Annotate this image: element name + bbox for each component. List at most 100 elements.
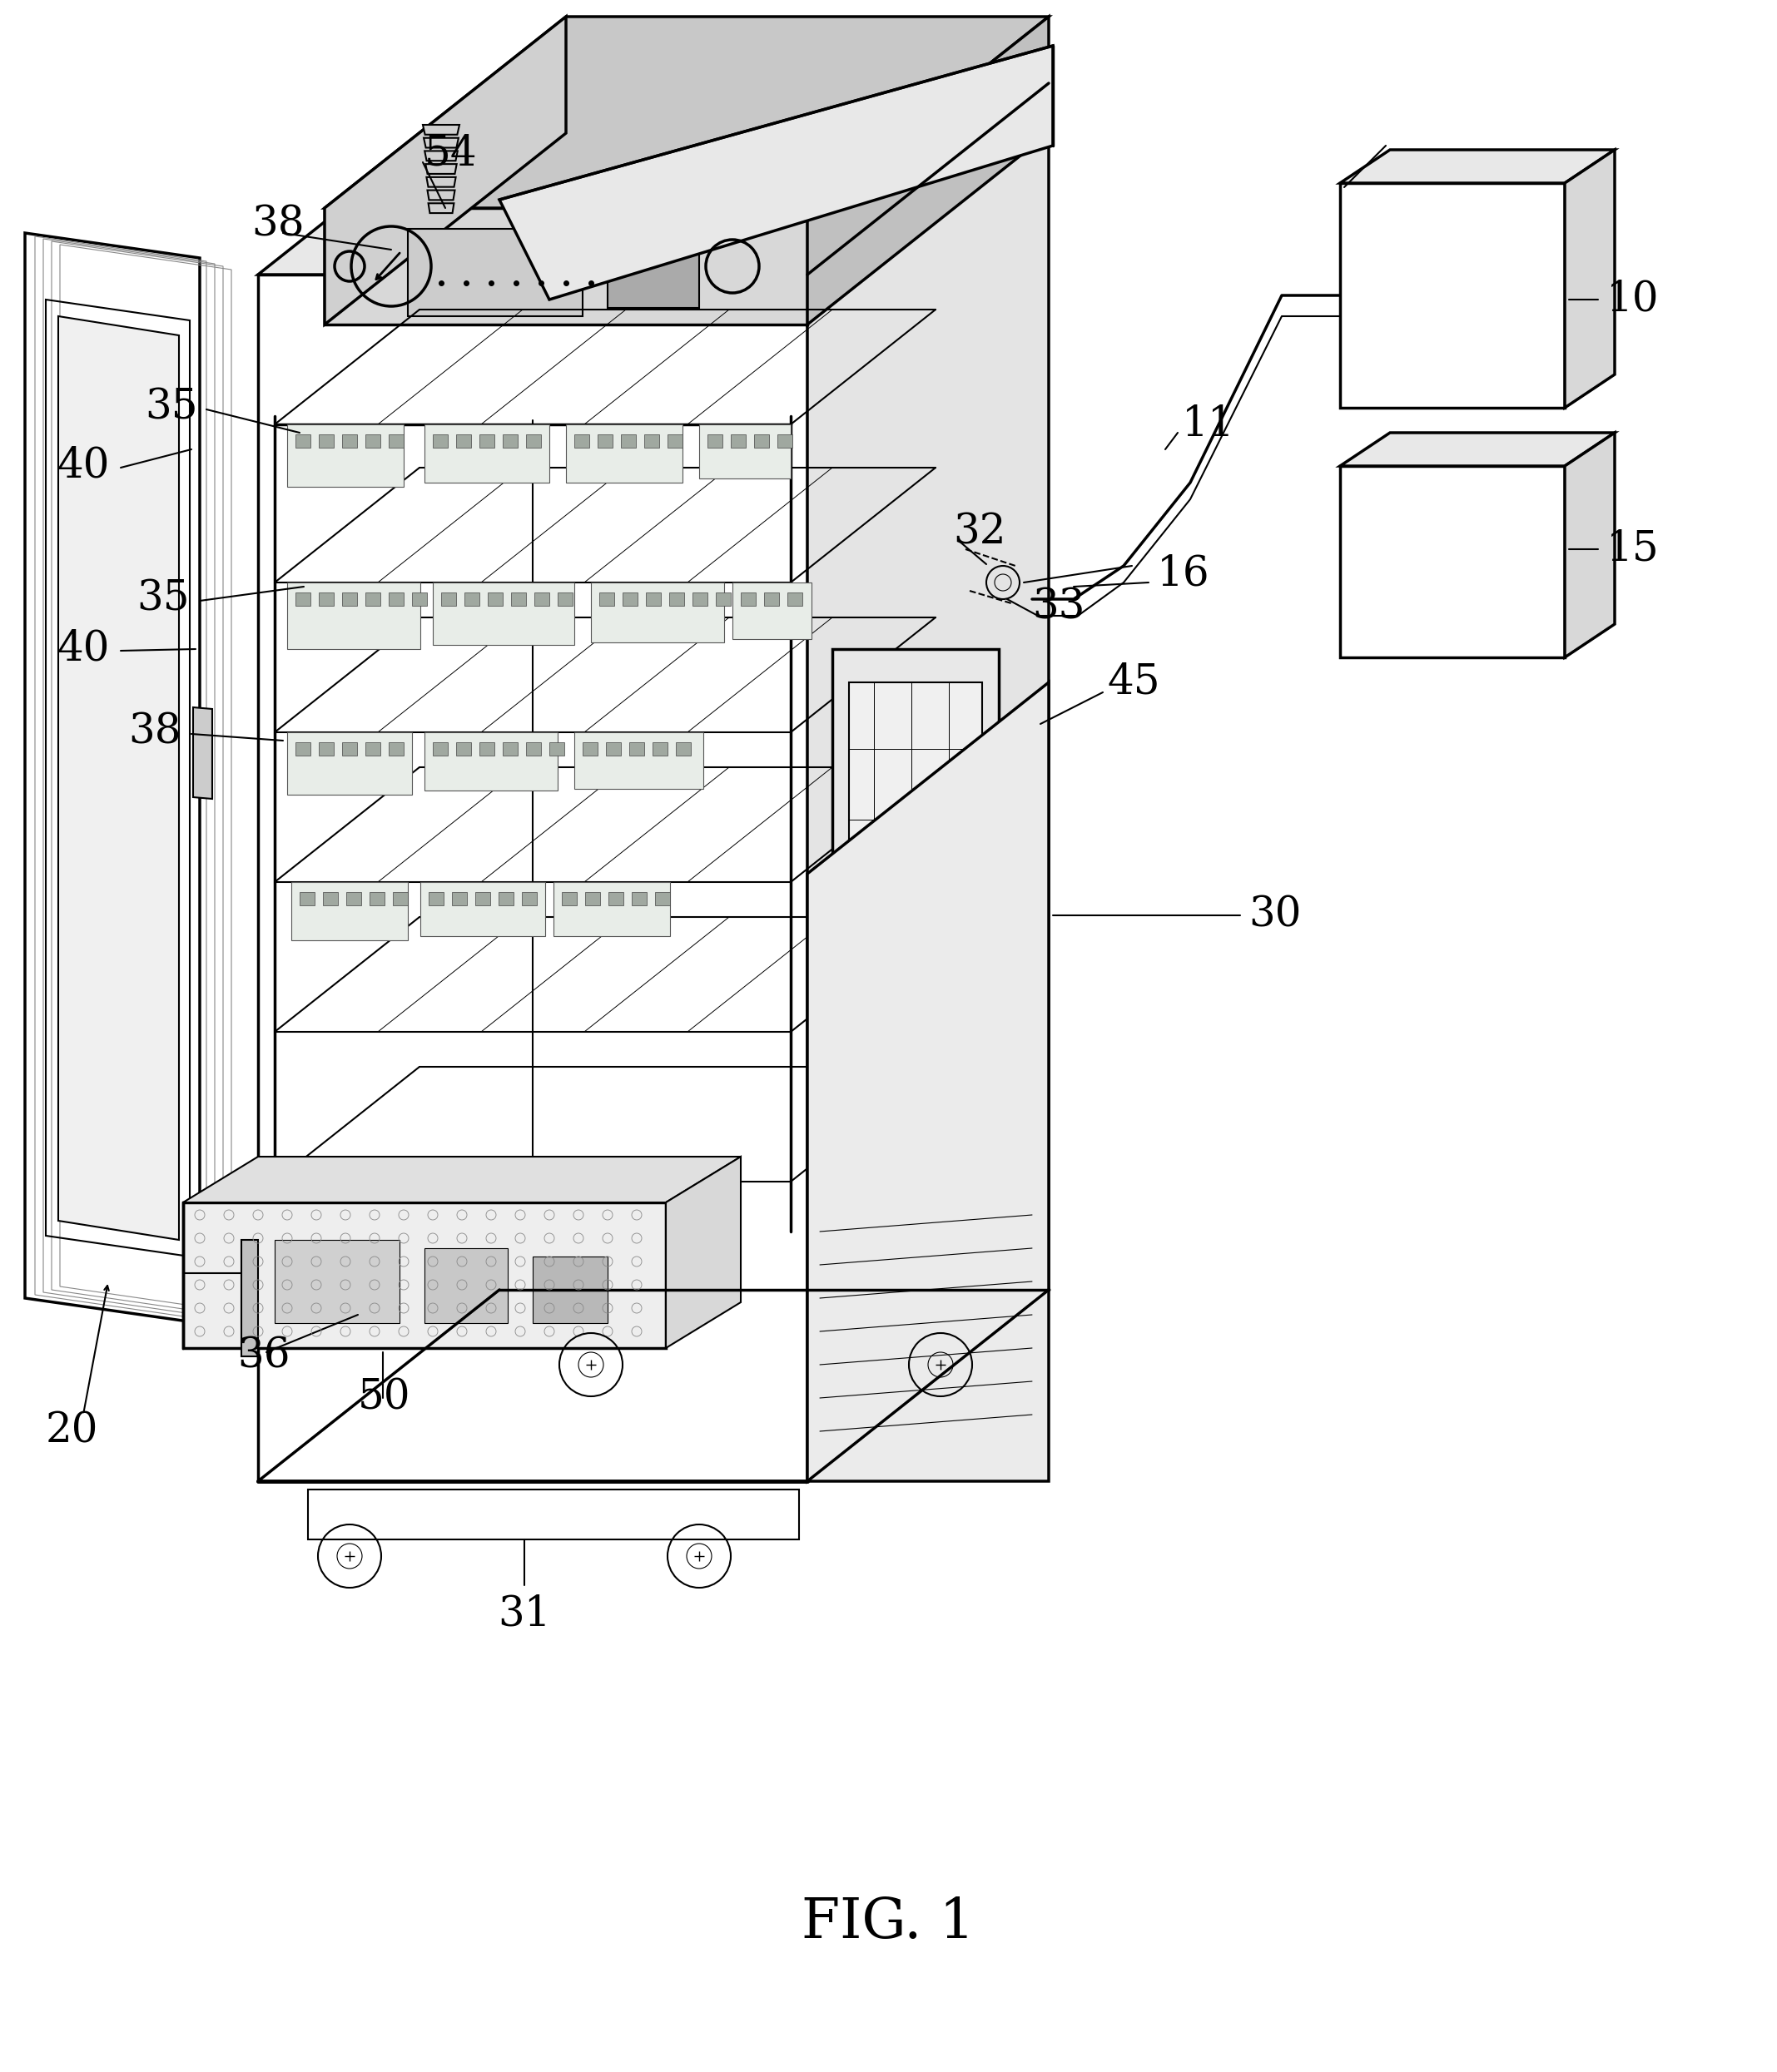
Polygon shape	[698, 425, 791, 479]
Polygon shape	[183, 1156, 741, 1202]
Polygon shape	[666, 1156, 741, 1349]
Text: 38: 38	[128, 711, 181, 752]
Polygon shape	[1340, 149, 1615, 182]
Polygon shape	[441, 593, 457, 605]
Polygon shape	[275, 1239, 400, 1324]
Polygon shape	[777, 435, 793, 448]
Text: 45: 45	[1107, 661, 1160, 702]
Polygon shape	[629, 742, 645, 756]
Polygon shape	[716, 593, 730, 605]
Polygon shape	[1340, 433, 1615, 466]
Polygon shape	[295, 593, 311, 605]
Polygon shape	[366, 742, 380, 756]
Polygon shape	[466, 253, 489, 271]
Polygon shape	[1340, 466, 1566, 657]
Polygon shape	[343, 742, 357, 756]
Polygon shape	[425, 731, 558, 792]
Text: 35: 35	[146, 387, 197, 429]
Text: 16: 16	[1157, 553, 1210, 595]
Polygon shape	[608, 232, 698, 309]
Text: 40: 40	[57, 445, 110, 487]
Polygon shape	[457, 742, 471, 756]
Polygon shape	[425, 164, 457, 174]
Polygon shape	[474, 893, 490, 905]
Text: FIG. 1: FIG. 1	[801, 1896, 974, 1950]
Polygon shape	[370, 893, 384, 905]
Polygon shape	[912, 1011, 924, 1053]
Polygon shape	[675, 742, 691, 756]
Polygon shape	[1340, 182, 1566, 408]
Polygon shape	[347, 893, 361, 905]
Polygon shape	[366, 593, 380, 605]
Polygon shape	[522, 893, 537, 905]
Polygon shape	[512, 593, 526, 605]
Text: 10: 10	[1606, 280, 1660, 321]
Text: 36: 36	[236, 1336, 290, 1378]
Polygon shape	[499, 893, 514, 905]
Polygon shape	[343, 593, 357, 605]
Polygon shape	[480, 742, 494, 756]
Polygon shape	[1566, 433, 1615, 657]
Polygon shape	[553, 883, 670, 937]
Polygon shape	[412, 593, 426, 605]
Polygon shape	[670, 593, 684, 605]
Polygon shape	[503, 742, 517, 756]
Polygon shape	[409, 228, 583, 317]
Polygon shape	[425, 1247, 508, 1324]
Polygon shape	[668, 435, 682, 448]
Polygon shape	[300, 893, 315, 905]
Polygon shape	[764, 593, 778, 605]
Polygon shape	[258, 276, 807, 1481]
Polygon shape	[597, 435, 613, 448]
Polygon shape	[620, 435, 636, 448]
Polygon shape	[652, 742, 668, 756]
Text: 50: 50	[357, 1378, 410, 1419]
Polygon shape	[325, 17, 567, 325]
Polygon shape	[366, 435, 380, 448]
Text: 54: 54	[425, 133, 478, 174]
Text: 30: 30	[1249, 895, 1301, 937]
Polygon shape	[499, 46, 1054, 300]
Polygon shape	[832, 649, 999, 1399]
Polygon shape	[707, 435, 723, 448]
Polygon shape	[645, 593, 661, 605]
Polygon shape	[787, 593, 803, 605]
Text: 40: 40	[57, 628, 110, 669]
Polygon shape	[423, 124, 460, 135]
Polygon shape	[425, 425, 549, 483]
Text: 11: 11	[1182, 404, 1235, 445]
Polygon shape	[574, 435, 590, 448]
Polygon shape	[291, 883, 409, 941]
Polygon shape	[487, 593, 503, 605]
Polygon shape	[295, 742, 311, 756]
Polygon shape	[533, 1256, 608, 1324]
Polygon shape	[753, 435, 769, 448]
Polygon shape	[288, 731, 412, 796]
Polygon shape	[807, 682, 1048, 1481]
Polygon shape	[295, 435, 311, 448]
Text: 31: 31	[498, 1593, 551, 1635]
Polygon shape	[426, 176, 455, 186]
Polygon shape	[288, 425, 403, 487]
Polygon shape	[574, 731, 704, 789]
Polygon shape	[434, 582, 574, 644]
Polygon shape	[567, 425, 682, 483]
Polygon shape	[428, 191, 455, 201]
Polygon shape	[194, 707, 211, 800]
Polygon shape	[434, 435, 448, 448]
Polygon shape	[288, 582, 421, 649]
Polygon shape	[633, 893, 647, 905]
Polygon shape	[558, 593, 572, 605]
Polygon shape	[389, 593, 403, 605]
Polygon shape	[645, 435, 659, 448]
Polygon shape	[423, 139, 458, 147]
Polygon shape	[807, 83, 1048, 1481]
Polygon shape	[693, 593, 707, 605]
Polygon shape	[428, 203, 453, 213]
Polygon shape	[59, 317, 179, 1239]
Text: 20: 20	[46, 1411, 100, 1452]
Polygon shape	[480, 435, 494, 448]
Polygon shape	[599, 593, 615, 605]
Polygon shape	[503, 435, 517, 448]
Polygon shape	[592, 582, 723, 642]
